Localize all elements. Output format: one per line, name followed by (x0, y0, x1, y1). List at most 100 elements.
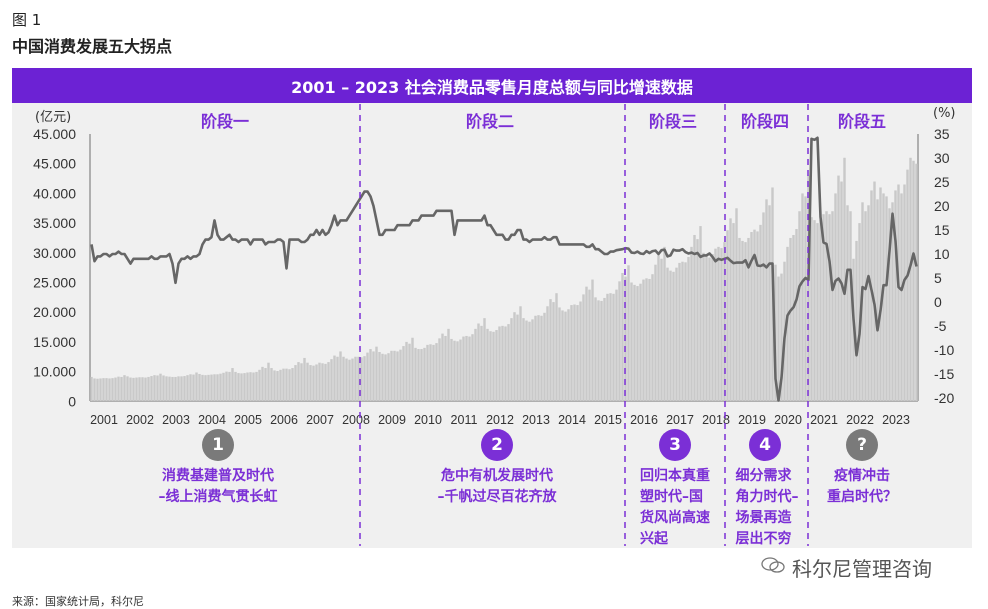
sales-bar (912, 160, 915, 401)
sales-bar (363, 356, 366, 401)
sales-bar (96, 378, 99, 401)
sales-bar (558, 307, 561, 401)
sales-bar (813, 220, 816, 401)
sales-bar (339, 351, 342, 401)
figure-title: 中国消费发展五大拐点 (12, 37, 173, 56)
sales-bar (603, 297, 606, 401)
sales-bar (420, 349, 423, 401)
growth-rate-line (90, 136, 918, 402)
sales-bar (648, 278, 651, 401)
sales-bar (195, 372, 198, 401)
sales-bar (99, 378, 102, 401)
sales-bar (585, 286, 588, 401)
sales-bar (183, 376, 186, 401)
x-tick-label: 2005 (234, 413, 262, 427)
sales-bar (189, 374, 192, 401)
sales-bar (822, 214, 825, 401)
sales-bar (411, 337, 414, 401)
sales-bar (297, 362, 300, 401)
x-tick-label: 2008 (342, 413, 370, 427)
sales-bar (111, 378, 114, 401)
sales-bar (636, 286, 639, 401)
sales-bar (438, 338, 441, 401)
x-tick-label: 2017 (666, 413, 694, 427)
sales-bar (207, 374, 210, 401)
sales-bar (378, 351, 381, 401)
sales-bar (735, 208, 738, 401)
sales-bar (123, 375, 126, 401)
watermark-text: 科尔尼管理咨询 (792, 557, 932, 581)
phase-badge-2: 2 (481, 429, 513, 461)
phase-description-3: 回归本真重 塑时代–国 货风尚高速 兴起 (640, 468, 710, 547)
sales-bar (825, 211, 828, 401)
sales-bar (696, 239, 699, 401)
sales-bar (147, 376, 150, 401)
sales-bar (429, 344, 432, 401)
sales-bar (504, 326, 507, 401)
sales-bar (618, 281, 621, 401)
sales-bar (705, 255, 708, 401)
left-axis-unit: (亿元) (35, 110, 72, 125)
sales-bar (651, 274, 654, 401)
right-tick-label: 10 (934, 246, 950, 262)
sales-bar (141, 377, 144, 401)
right-tick-label: 25 (934, 174, 950, 190)
sales-bar (462, 336, 465, 401)
sales-bar (528, 321, 531, 401)
sales-bar (549, 299, 552, 401)
sales-bar (747, 237, 750, 401)
sales-bar (492, 331, 495, 401)
sales-bar (675, 267, 678, 401)
sales-bar (537, 315, 540, 401)
sales-bar (192, 374, 195, 401)
sales-bar (843, 157, 846, 401)
sales-bar (228, 371, 231, 401)
sales-bar (522, 318, 525, 401)
sales-bar (630, 282, 633, 401)
sales-bar (744, 242, 747, 401)
sales-bar (732, 223, 735, 401)
sales-bar (729, 218, 732, 401)
sales-bar (903, 184, 906, 401)
wechat-icon (760, 555, 786, 580)
sales-bar (642, 279, 645, 401)
x-tick-label: 2019 (738, 413, 766, 427)
left-tick-label: 40.000 (33, 185, 76, 201)
sales-bar (279, 369, 282, 401)
sales-bar (831, 211, 834, 401)
x-tick-label: 2023 (882, 413, 910, 427)
sales-bar (570, 305, 573, 401)
sales-bar (828, 214, 831, 401)
sales-bar (480, 325, 483, 401)
sales-bar (753, 229, 756, 401)
sales-bar (477, 323, 480, 401)
sales-bar (834, 193, 837, 401)
sales-bar (816, 223, 819, 401)
sales-bar (789, 237, 792, 401)
phase-badge-5: ? (846, 429, 878, 461)
sales-bar (174, 376, 177, 401)
right-tick-label: -10 (934, 342, 954, 358)
sales-bar (324, 363, 327, 401)
sales-bar (384, 354, 387, 401)
sales-bar (645, 278, 648, 401)
sales-bar (366, 352, 369, 401)
x-tick-label: 2021 (810, 413, 838, 427)
sales-bar (780, 273, 783, 401)
phase-description-1: 消费基建普及时代 –线上消费气贯长虹 (158, 468, 278, 505)
x-tick-label: 2013 (522, 413, 550, 427)
watermark: 科尔尼管理咨询 (760, 553, 932, 582)
sales-bar (249, 372, 252, 401)
sales-bar (243, 373, 246, 401)
sales-bar (669, 270, 672, 401)
sales-bar (312, 365, 315, 401)
sales-bar (369, 349, 372, 401)
sales-bar (288, 369, 291, 401)
sales-bar (108, 378, 111, 401)
sales-bar (582, 294, 585, 401)
sales-bar (381, 353, 384, 401)
sales-bar (291, 368, 294, 401)
sales-bar (489, 331, 492, 401)
left-tick-label: 35.000 (33, 215, 76, 231)
sales-bar (657, 255, 660, 401)
